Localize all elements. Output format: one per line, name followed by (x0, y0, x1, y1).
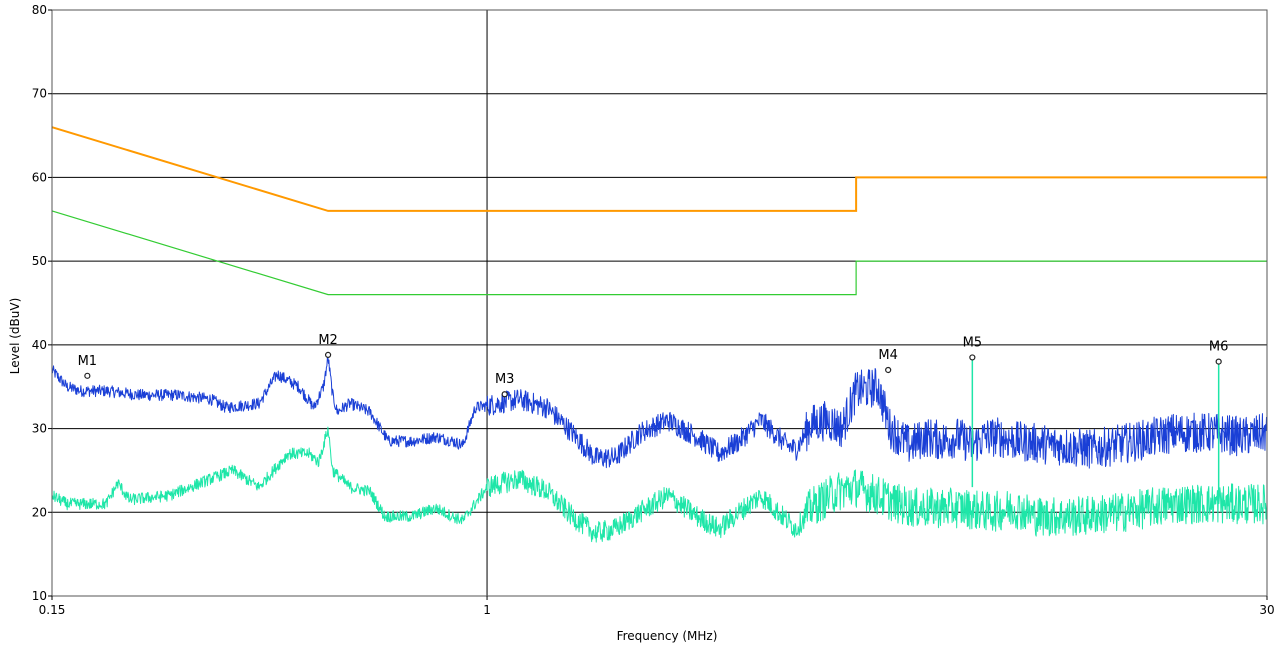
marker-label: M6 (1209, 340, 1229, 355)
measurement-trace-2 (51, 356, 1268, 469)
marker-label: M3 (495, 372, 515, 387)
marker-layer: M1 M2 M3 M4 M5 M6 (78, 333, 1229, 500)
plot-frame (51, 9, 1268, 597)
x-tick-label: 30 (1259, 603, 1274, 617)
marker-point (1215, 358, 1222, 365)
limit-line-1 (51, 210, 1267, 296)
y-tick-label: 40 (32, 338, 47, 352)
measurement-trace-3 (51, 426, 1268, 543)
y-tick-label: 60 (32, 170, 47, 184)
marker-point (84, 372, 91, 379)
y-tick-label: 10 (32, 589, 47, 603)
marker-label: M4 (878, 348, 898, 363)
limit-line-0 (51, 126, 1267, 212)
marker-label: M1 (78, 354, 98, 369)
plot-background (52, 10, 1267, 596)
tick-labels: 10 20 30 40 50 60 70 80 0.15 1 30 (32, 3, 1275, 617)
y-tick-label: 20 (32, 505, 47, 519)
x-tick-label: 0.15 (39, 603, 66, 617)
y-tick-label: 70 (32, 87, 47, 101)
marker-label: M5 (963, 335, 983, 350)
x-axis-title: Frequency (MHz) (617, 629, 718, 643)
marker-point (885, 366, 892, 374)
y-tick-label: 30 (32, 422, 47, 436)
series-layer (51, 126, 1268, 543)
y-axis-title: Level (dBuV) (8, 298, 22, 375)
marker-point (324, 351, 332, 359)
marker-point (969, 354, 976, 361)
y-tick-label: 80 (32, 3, 47, 17)
marker-label: M2 (318, 333, 338, 348)
marker-point (501, 391, 508, 398)
y-tick-label: 50 (32, 254, 47, 268)
x-tick-label: 1 (483, 603, 491, 617)
